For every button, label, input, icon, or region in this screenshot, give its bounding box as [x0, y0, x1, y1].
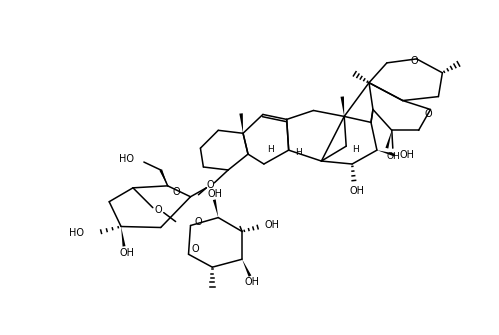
- Polygon shape: [159, 170, 168, 186]
- Text: OH: OH: [245, 277, 259, 287]
- Text: HO: HO: [69, 228, 84, 239]
- Text: OH: OH: [350, 186, 365, 196]
- Text: O: O: [173, 187, 181, 197]
- Text: OH: OH: [399, 150, 414, 160]
- Text: O: O: [192, 244, 199, 254]
- Text: O: O: [195, 216, 202, 226]
- Polygon shape: [240, 113, 243, 133]
- Polygon shape: [385, 130, 392, 148]
- Text: OH: OH: [120, 248, 135, 258]
- Text: H: H: [295, 148, 302, 157]
- Text: O: O: [425, 110, 432, 120]
- Text: H: H: [267, 145, 274, 154]
- Text: O: O: [411, 56, 419, 66]
- Text: OH: OH: [387, 152, 401, 160]
- Polygon shape: [340, 96, 344, 117]
- Text: H: H: [352, 145, 358, 154]
- Text: OH: OH: [264, 219, 279, 229]
- Text: OH: OH: [208, 189, 223, 199]
- Text: O: O: [207, 180, 214, 190]
- Polygon shape: [377, 150, 395, 156]
- Text: O: O: [155, 205, 163, 215]
- Polygon shape: [213, 199, 218, 217]
- Text: HO: HO: [119, 154, 134, 164]
- Polygon shape: [121, 226, 126, 247]
- Polygon shape: [242, 259, 251, 277]
